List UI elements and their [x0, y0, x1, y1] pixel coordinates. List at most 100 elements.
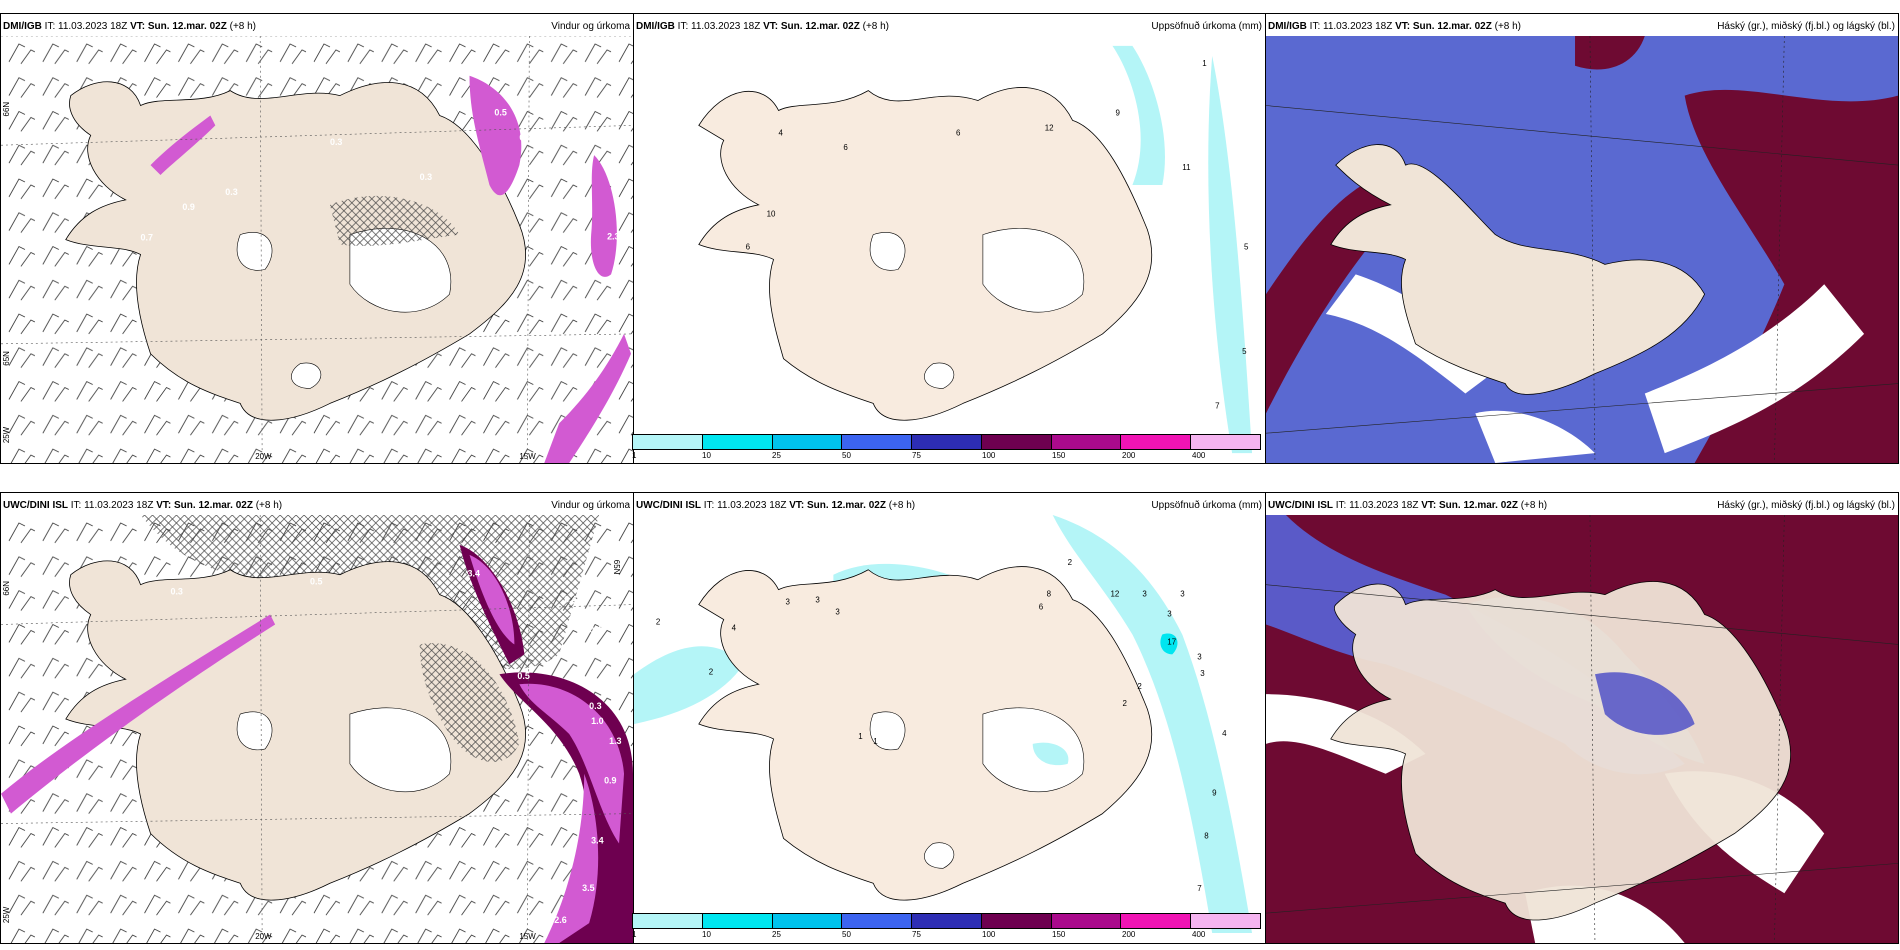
precip-value: 0.4 [519, 132, 531, 142]
wind-map[interactable]: 66N 65N 25W 20W 15W 0.3 0.5 3.4 0.4 0.4 … [1, 515, 633, 943]
colorbar-segment [981, 914, 1052, 928]
precip-colorbar-top [632, 434, 1261, 450]
panel-header-left: UWC/DINI ISL IT: 11.03.2023 18Z VT: Sun.… [636, 500, 916, 511]
colorbar-tick: 200 [1122, 451, 1136, 460]
precip-value: 3 [815, 596, 820, 605]
axis-label-66n: 66N [2, 581, 11, 596]
colorbar-ticks-bottom: 1 10 25 50 75 100 150 200 400 [632, 930, 1261, 940]
precip-value: 0.5 [517, 671, 529, 681]
precip-value: 6 [843, 143, 848, 152]
colorbar-segment [912, 435, 982, 449]
precip-value: 6 [1039, 603, 1044, 612]
precip-accum-map[interactable]: 1 4 6 6 12 9 11 10 6 5 5 7 [634, 36, 1265, 463]
precip-value: 0.3 [420, 172, 432, 182]
panel-precip-dmi: DMI/IGB IT: 11.03.2023 18Z VT: Sun. 12.m… [633, 13, 1266, 464]
panel-header-title: Vindur og úrkoma [551, 500, 630, 511]
axis-label-25w: 25W [2, 426, 11, 443]
precip-value: 3 [786, 598, 791, 607]
precip-value: 0.7 [141, 233, 153, 243]
precip-value: 2.6 [554, 915, 566, 925]
precip-value: 2 [1137, 682, 1142, 691]
precip-value: 3.5 [582, 883, 594, 893]
cloud-map[interactable] [1266, 515, 1898, 943]
panel-header-left: UWC/DINI ISL IT: 11.03.2023 18Z VT: Sun.… [1268, 500, 1548, 511]
colorbar-tick: 75 [912, 451, 921, 460]
precip-value: 0.4 [589, 646, 601, 656]
precip-value: 8 [1047, 590, 1052, 599]
colorbar-tick: 75 [912, 930, 921, 939]
colorbar-tick: 10 [702, 930, 711, 939]
precip-value: 4 [1222, 729, 1227, 738]
precip-value: 3 [1167, 610, 1172, 619]
colorbar-tick: 100 [982, 930, 996, 939]
precip-value: 2.3 [607, 232, 619, 242]
colorbar-segment [912, 914, 982, 928]
colorbar-segment [1051, 914, 1122, 928]
panel-header-left: DMI/IGB IT: 11.03.2023 18Z VT: Sun. 12.m… [3, 21, 257, 32]
precip-value: 1 [858, 732, 863, 741]
axis-label-20w: 20W [255, 452, 272, 461]
colorbar-segment [702, 914, 773, 928]
precip-value: 11 [1182, 163, 1191, 172]
panel-header-left: DMI/IGB IT: 11.03.2023 18Z VT: Sun. 12.m… [636, 21, 890, 32]
panel-header-title: Uppsöfnuð úrkoma (mm) [1151, 21, 1262, 32]
axis-label-15w: 15W [519, 452, 536, 461]
colorbar-tick: 400 [1192, 930, 1206, 939]
colorbar-tick: 25 [772, 451, 781, 460]
precip-value: 2 [656, 617, 661, 626]
precip-value: 9 [1115, 108, 1120, 117]
axis-label-15w: 15W [519, 932, 536, 941]
colorbar-tick: 200 [1122, 930, 1136, 939]
precip-value: 2 [1068, 558, 1073, 567]
axis-label-66n: 66N [2, 102, 11, 117]
colorbar-segment [772, 435, 843, 449]
precip-value: 0.4 [589, 624, 601, 634]
colorbar-tick: 400 [1192, 451, 1206, 460]
precip-value: 3 [1180, 590, 1185, 599]
colorbar-segment [1191, 914, 1261, 928]
precip-value: 0.9 [182, 202, 194, 212]
colorbar-tick: 50 [842, 930, 851, 939]
axis-label-65n: 65N [2, 351, 11, 366]
precip-value: 0.4 [564, 595, 576, 605]
precip-value: 1.0 [591, 716, 603, 726]
colorbar-tick: 100 [982, 451, 996, 460]
colorbar-tick: 10 [702, 451, 711, 460]
panel-header-title: Uppsöfnuð úrkoma (mm) [1151, 500, 1262, 511]
precip-value: 9 [1212, 789, 1217, 798]
cloud-map[interactable] [1266, 36, 1898, 463]
precip-value: 2.7 [544, 167, 556, 177]
precip-value: 7 [1215, 401, 1220, 410]
precip-accum-map[interactable]: 2 12 3 3 3 8 6 2 2 4 1 1 3 3 3 17 3 3 2 … [634, 515, 1265, 943]
colorbar-ticks-top: 1 10 25 50 75 100 150 200 400 [632, 451, 1261, 461]
precip-value: 6 [746, 243, 751, 252]
precip-value: 17 [1167, 637, 1176, 646]
wind-map[interactable]: 66N 65N 25W 20W 15W 0.7 0.3 0.9 0.3 0.3 … [1, 36, 633, 463]
precip-value: 0.3 [225, 187, 237, 197]
precip-value: 3 [1142, 590, 1147, 599]
precip-value: 8 [1204, 831, 1209, 840]
precip-value: 12 [1110, 590, 1119, 599]
colorbar-segment [1121, 914, 1192, 928]
precip-value: 1 [1202, 59, 1207, 68]
precip-value: 3 [1197, 652, 1202, 661]
precip-value: 0.5 [494, 107, 506, 117]
colorbar-segment [981, 435, 1052, 449]
precip-value: 10 [767, 210, 776, 219]
precip-value: 3.4 [468, 569, 480, 579]
precip-value: 2 [709, 667, 714, 676]
panel-precip-uwc: UWC/DINI ISL IT: 11.03.2023 18Z VT: Sun.… [633, 492, 1266, 944]
colorbar-segment [842, 914, 913, 928]
colorbar-segment [1121, 435, 1192, 449]
precip-value: 0.3 [589, 701, 601, 711]
panel-header-title: Háský (gr.), miðský (fj.bl.) og lágský (… [1717, 21, 1895, 32]
precip-value: 1 [873, 737, 878, 746]
precip-value: 12 [1045, 123, 1054, 132]
panel-header-title: Vindur og úrkoma [551, 21, 630, 32]
panel-header-title: Háský (gr.), miðský (fj.bl.) og lágský (… [1717, 500, 1895, 511]
axis-label-25w: 25W [2, 906, 11, 923]
colorbar-tick: 25 [772, 930, 781, 939]
precip-value: 4 [779, 128, 784, 137]
precip-value: 3 [835, 608, 840, 617]
precip-value: 5 [1244, 243, 1249, 252]
